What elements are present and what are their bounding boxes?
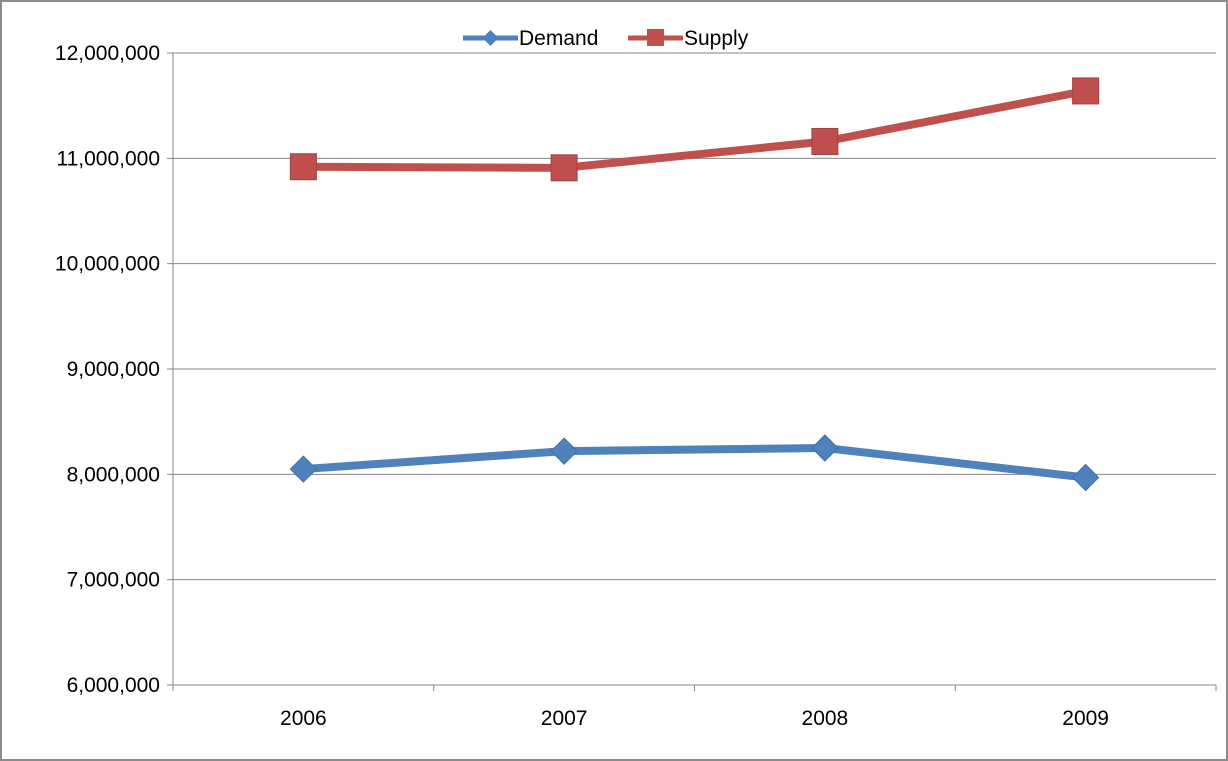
- series: [289, 77, 1100, 492]
- y-tick-label: 8,000,000: [67, 463, 160, 486]
- x-axis-tick-labels: 2006 2007 2008 2009: [280, 707, 1109, 730]
- data-point-supply: [550, 154, 578, 182]
- data-point-supply: [1072, 77, 1100, 105]
- data-point-supply: [811, 127, 839, 155]
- data-point-supply: [289, 153, 317, 181]
- y-axis-tick-labels: 6,000,000 7,000,000 8,000,000 9,000,000 10,0…: [55, 42, 160, 697]
- legend-label-demand: Demand: [519, 27, 598, 50]
- data-point-demand: [811, 434, 839, 462]
- legend-marker-supply: [647, 29, 664, 46]
- y-tick-label: 6,000,000: [67, 674, 160, 697]
- data-point-demand: [289, 455, 318, 483]
- legend-label-supply: Supply: [684, 27, 749, 50]
- series-line-demand: [299, 444, 1090, 482]
- data-point-demand: [1071, 463, 1100, 492]
- data-point-demand: [550, 437, 578, 465]
- y-tick-label: 11,000,000: [56, 147, 160, 170]
- series-line-supply: [299, 86, 1090, 172]
- y-tick-label: 7,000,000: [67, 569, 160, 592]
- legend: Demand Supply: [463, 27, 749, 50]
- x-tick-label: 2007: [541, 707, 588, 730]
- y-tick-label: 12,000,000: [55, 42, 160, 65]
- series-demand: [289, 434, 1100, 492]
- legend-item-demand: Demand: [463, 27, 598, 50]
- axes: [167, 52, 1217, 691]
- x-tick-label: 2009: [1062, 707, 1109, 730]
- series-supply: [289, 77, 1100, 182]
- gridlines: [173, 52, 1216, 581]
- legend-item-supply: Supply: [628, 27, 749, 50]
- y-tick-label: 10,000,000: [55, 253, 160, 276]
- x-tick-label: 2006: [280, 707, 327, 730]
- x-tick-label: 2008: [802, 707, 849, 730]
- legend-marker-demand: [482, 30, 499, 46]
- y-tick-label: 9,000,000: [67, 358, 160, 381]
